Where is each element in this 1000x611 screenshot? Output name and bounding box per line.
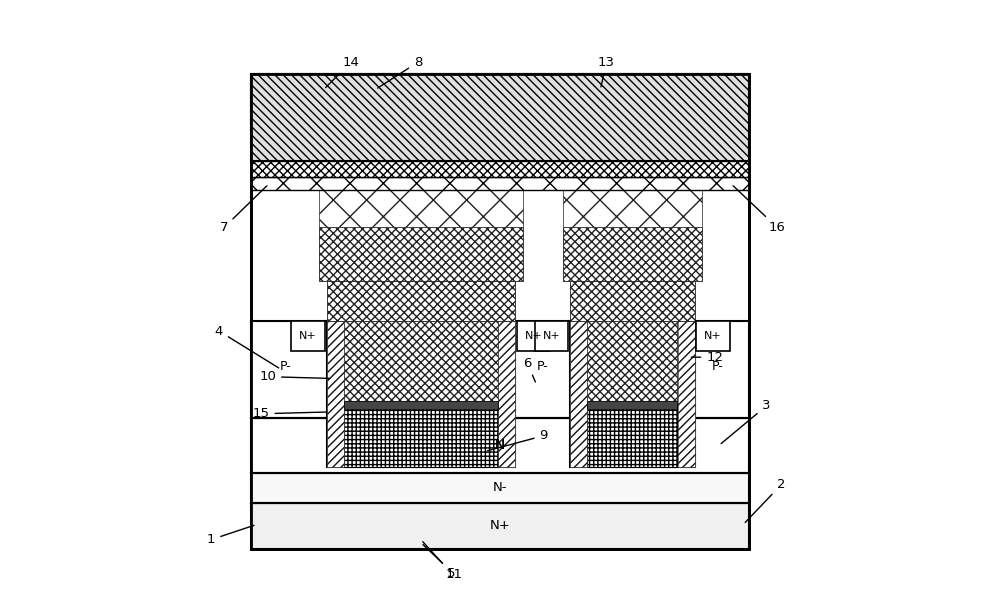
Text: N+: N+ xyxy=(704,331,722,341)
Text: P-: P- xyxy=(537,360,548,373)
Text: N+: N+ xyxy=(525,331,543,341)
Bar xyxy=(678,321,695,467)
Text: 10: 10 xyxy=(259,370,330,383)
Text: 2: 2 xyxy=(745,478,785,522)
Bar xyxy=(587,400,677,409)
Bar xyxy=(587,321,677,400)
Text: 15: 15 xyxy=(252,408,327,420)
Bar xyxy=(344,400,498,409)
Text: 12: 12 xyxy=(691,351,723,364)
Bar xyxy=(251,75,749,161)
Text: 1: 1 xyxy=(207,525,254,546)
Bar xyxy=(517,321,550,351)
Bar xyxy=(327,321,344,467)
Bar xyxy=(319,227,523,282)
Bar xyxy=(291,321,325,351)
Bar xyxy=(251,503,749,549)
Bar xyxy=(498,321,515,467)
Bar xyxy=(251,418,749,473)
Text: N-: N- xyxy=(493,481,507,494)
Bar xyxy=(251,75,749,549)
Bar xyxy=(570,321,587,467)
Bar xyxy=(251,75,749,549)
Text: 13: 13 xyxy=(598,56,615,87)
Bar xyxy=(570,321,587,467)
Bar xyxy=(327,321,515,467)
Bar xyxy=(344,321,498,400)
Bar xyxy=(563,190,702,227)
Bar xyxy=(319,190,523,227)
Bar xyxy=(344,405,498,467)
Bar xyxy=(535,321,568,351)
Bar xyxy=(251,129,749,190)
Bar xyxy=(587,405,677,467)
Text: 7: 7 xyxy=(220,186,267,234)
Text: 8: 8 xyxy=(378,56,422,88)
Text: 5: 5 xyxy=(423,542,456,580)
Bar xyxy=(327,282,515,321)
Text: P-: P- xyxy=(280,360,291,373)
Bar xyxy=(327,321,344,467)
Bar xyxy=(498,321,515,467)
Text: N: N xyxy=(495,438,505,452)
Bar xyxy=(251,473,749,503)
Bar xyxy=(251,321,749,418)
Bar xyxy=(570,321,695,467)
Text: N+: N+ xyxy=(299,331,317,341)
Bar xyxy=(563,227,702,282)
Text: 6: 6 xyxy=(523,357,535,382)
Text: N+: N+ xyxy=(490,519,510,532)
Bar xyxy=(677,321,695,467)
Bar xyxy=(251,75,749,129)
Bar xyxy=(570,282,695,321)
Text: 4: 4 xyxy=(215,324,279,368)
Bar xyxy=(251,177,749,190)
Text: 16: 16 xyxy=(733,186,786,234)
Text: P-: P- xyxy=(712,360,723,373)
Text: 11: 11 xyxy=(423,544,463,581)
Text: 14: 14 xyxy=(326,56,359,87)
Text: 9: 9 xyxy=(487,429,548,451)
Bar xyxy=(696,321,730,351)
Text: N: N xyxy=(495,439,505,452)
Text: 3: 3 xyxy=(721,400,771,444)
Bar xyxy=(251,161,749,177)
Text: N+: N+ xyxy=(543,331,560,341)
